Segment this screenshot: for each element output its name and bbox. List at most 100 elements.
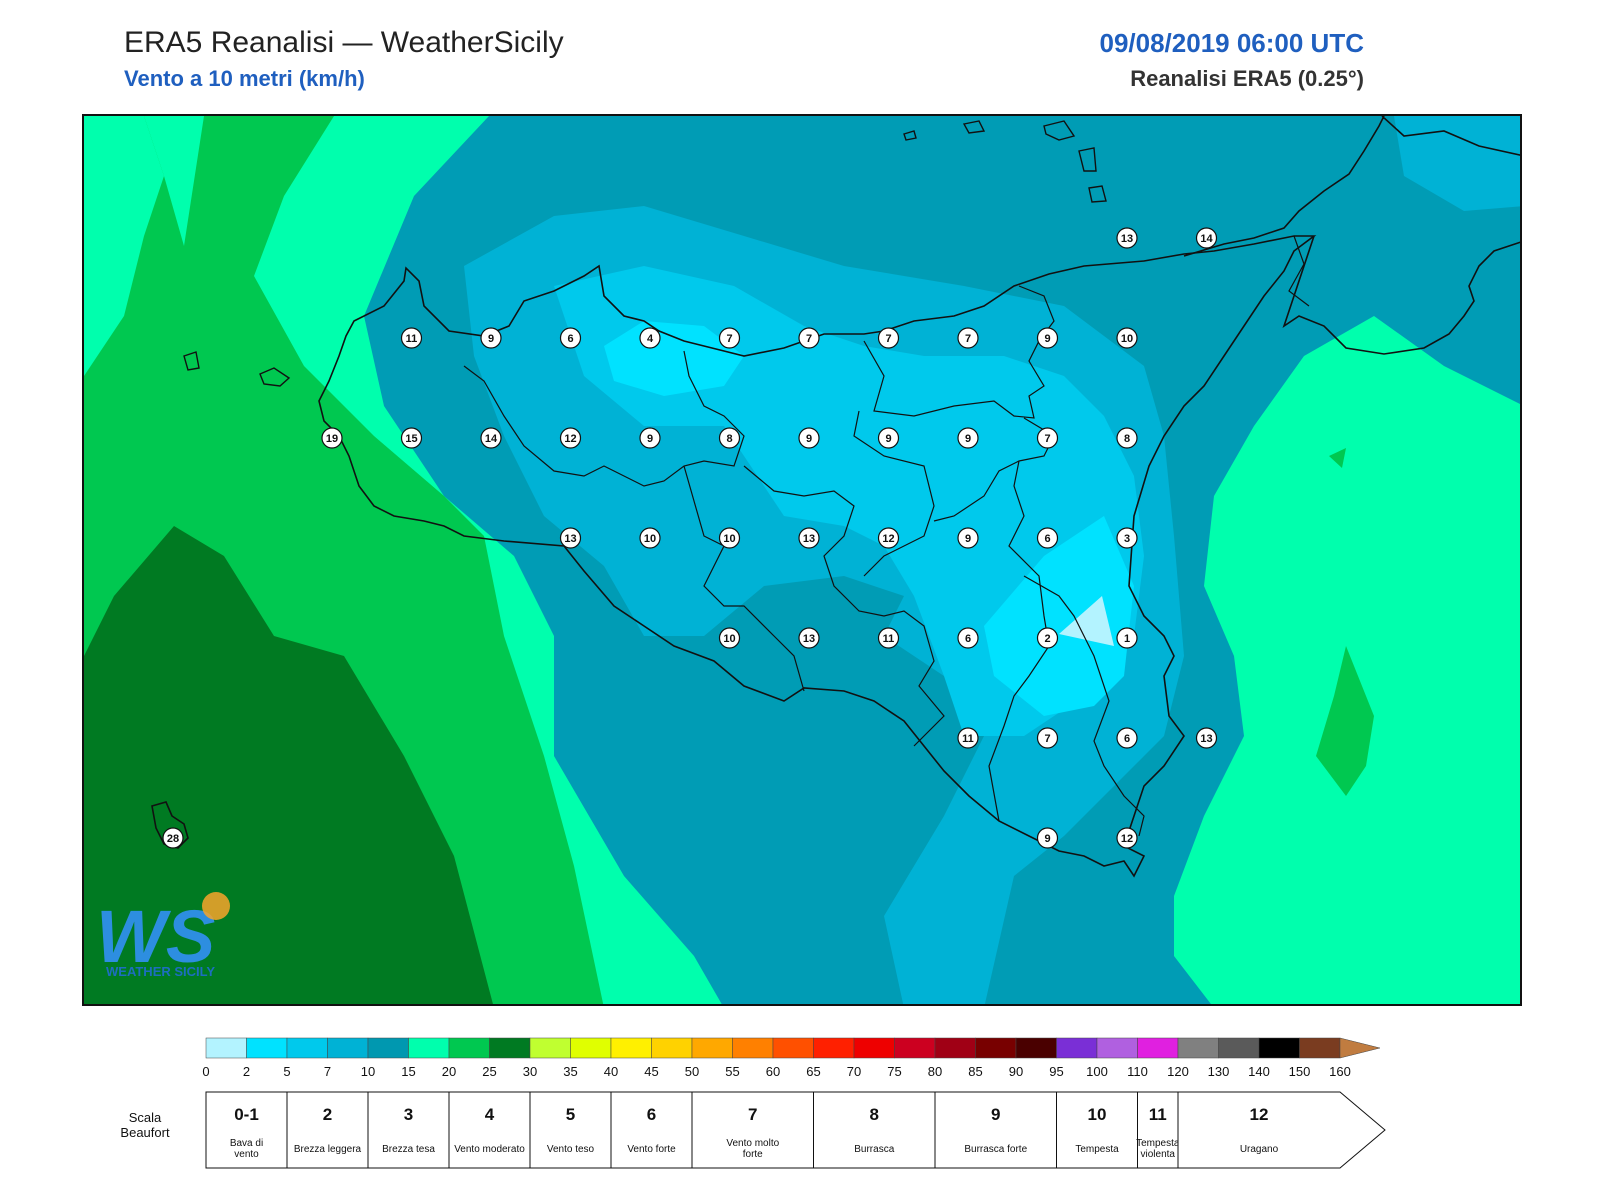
station-marker: [1036, 627, 1059, 649]
beaufort-number: 0-1: [234, 1105, 259, 1124]
station-32: 13: [798, 627, 820, 649]
station-marker: [1195, 727, 1218, 749]
station-marker: [400, 327, 423, 349]
colorbar-segment-60: [772, 1037, 814, 1059]
station-marker: [1195, 227, 1218, 249]
colorbar-segment-100: [1096, 1037, 1138, 1059]
station-marker: [559, 327, 582, 349]
colorbar-tick-95: 95: [1049, 1064, 1063, 1079]
station-value: 9: [1044, 333, 1050, 345]
station-marker: [718, 627, 741, 649]
colorbar-segment-45: [651, 1037, 693, 1059]
station-marker: [639, 327, 661, 349]
station-value: 9: [647, 433, 653, 445]
colorbar-tick-15: 15: [401, 1064, 415, 1079]
colorbar-segment-35: [570, 1037, 612, 1059]
beaufort-class-5: 5 Vento teso: [529, 1091, 612, 1169]
beaufort-class-9: 9 Burrasca forte: [934, 1091, 1057, 1169]
colorbar-tick-60: 60: [766, 1064, 780, 1079]
station-marker: [877, 527, 900, 549]
beaufort-name: Brezza leggera: [294, 1144, 362, 1155]
station-2: 6: [559, 327, 582, 349]
colorbar-segment-120: [1177, 1037, 1219, 1059]
beaufort-box: [1177, 1091, 1386, 1169]
station-marker: [798, 427, 820, 449]
beaufort-box: [934, 1091, 1057, 1169]
station-7: 7: [957, 327, 979, 349]
beaufort-class-4: 4 Vento moderato: [448, 1091, 531, 1169]
station-9: 10: [1116, 327, 1138, 349]
colorbar-tick-130: 130: [1208, 1064, 1230, 1079]
station-marker: [400, 427, 423, 449]
colorbar-segment-70: [853, 1037, 895, 1059]
station-17: 8: [718, 427, 741, 449]
station-marker: [957, 527, 979, 549]
station-value: 6: [567, 333, 573, 345]
station-marker: [957, 427, 979, 449]
legend: 0 2 5 7 10 15 20 25 30 35 40 45 50 55 60 65 70 75 80 85 90 95…: [120, 1037, 1386, 1169]
station-marker: [1036, 527, 1059, 549]
colorbar-tick-50: 50: [685, 1064, 699, 1079]
beaufort-number: 5: [566, 1105, 575, 1124]
station-value: 12: [564, 433, 576, 445]
colorbar-tick-0: 0: [202, 1064, 209, 1079]
colorbar-segment-20: [448, 1037, 490, 1059]
station-marker: [957, 627, 979, 649]
beaufort-box: [610, 1091, 693, 1169]
station-27: 12: [877, 527, 900, 549]
station-35: 2: [1036, 627, 1059, 649]
colorbar-tick-30: 30: [523, 1064, 537, 1079]
station-24: 10: [639, 527, 661, 549]
station-0: 11: [400, 327, 423, 349]
station-10: 13: [1116, 227, 1138, 249]
station-value: 12: [1121, 833, 1133, 845]
station-value: 7: [885, 333, 891, 345]
station-value: 7: [1044, 433, 1050, 445]
station-value: 13: [564, 533, 576, 545]
station-39: 6: [1116, 727, 1138, 749]
beaufort-name: Vento molto: [726, 1138, 779, 1149]
beaufort-number: 8: [870, 1105, 879, 1124]
station-value: 13: [1121, 233, 1133, 245]
beaufort-class-8: 8 Burrasca: [813, 1091, 936, 1169]
colorbar-tick-25: 25: [482, 1064, 496, 1079]
station-marker: [798, 327, 820, 349]
weathersicily-logo: WS WEATHER SICILY: [96, 892, 230, 979]
station-43: 28: [162, 827, 184, 849]
station-34: 6: [957, 627, 979, 649]
colorbar-segment-2: [246, 1037, 288, 1059]
colorbar-segment-25: [489, 1037, 531, 1059]
field-2-5-north: [604, 321, 744, 396]
station-marker: [559, 427, 582, 449]
station-38: 7: [1036, 727, 1059, 749]
station-marker: [718, 427, 741, 449]
colorbar-tick-120: 120: [1167, 1064, 1189, 1079]
beaufort-box: [1137, 1091, 1179, 1169]
station-marker: [718, 327, 741, 349]
station-25: 10: [718, 527, 741, 549]
station-20: 9: [957, 427, 979, 449]
colorbar-tick-5: 5: [283, 1064, 290, 1079]
station-14: 14: [480, 427, 502, 449]
field-15-20-tongue: [84, 116, 164, 376]
island-egadi-1: [183, 351, 200, 371]
station-value: 6: [965, 633, 971, 645]
colorbar-segment-10: [367, 1037, 409, 1059]
station-value: 11: [962, 733, 974, 745]
station-value: 10: [644, 533, 656, 545]
station-5: 7: [798, 327, 820, 349]
logo-text: WEATHER SICILY: [106, 964, 215, 979]
colorbar-segment-40: [610, 1037, 652, 1059]
station-marker: [639, 427, 661, 449]
station-value: 9: [965, 533, 971, 545]
island-aeolian-2: [1043, 120, 1076, 141]
colorbar-tick-80: 80: [928, 1064, 942, 1079]
field-25-30: [84, 526, 493, 1004]
beaufort-number: 3: [404, 1105, 413, 1124]
station-26: 13: [798, 527, 820, 549]
beaufort-label-2: Beaufort: [120, 1125, 170, 1140]
beaufort-number: 2: [323, 1105, 332, 1124]
station-marker: [1116, 827, 1138, 849]
